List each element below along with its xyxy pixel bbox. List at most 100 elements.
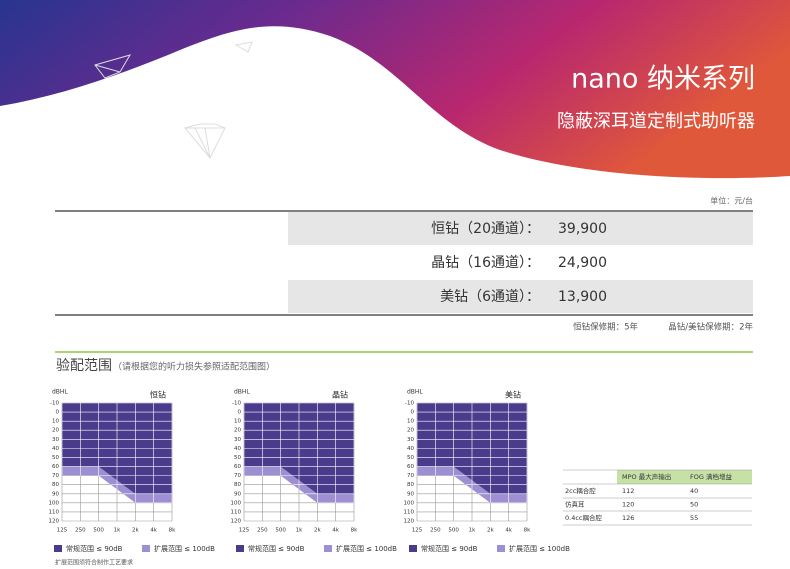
y-tick-label: 60 [52, 464, 59, 470]
diamond-icons [94, 41, 253, 159]
x-tick-label: 250 [430, 528, 441, 534]
price-value: 24,900 [558, 255, 607, 271]
table-cell: 126 [622, 514, 634, 522]
y-tick-label: 10 [234, 419, 241, 425]
y-tick-label: 70 [234, 473, 241, 479]
warranty: 恒钻保修期：5年 [573, 322, 638, 333]
title: nano 纳米系列 [571, 64, 755, 95]
y-tick-label: 10 [407, 419, 414, 425]
y-tick-label: 50 [52, 455, 59, 461]
y-tick-label: 120 [231, 519, 242, 525]
y-tick-label: 0 [56, 410, 60, 416]
y-tick-label: 90 [234, 491, 241, 497]
legend-swatch [409, 545, 417, 552]
x-tick-label: 8k [351, 528, 358, 534]
x-tick-label: 8k [169, 528, 176, 534]
y-tick-label: 120 [49, 519, 60, 525]
price-value: 39,900 [558, 221, 607, 237]
y-tick-label: 110 [404, 509, 415, 515]
x-tick-label: 250 [257, 528, 268, 534]
y-tick-label: 100 [231, 500, 242, 506]
y-tick-label: 120 [404, 519, 415, 525]
x-tick-label: 125 [57, 528, 68, 534]
y-tick-label: 110 [231, 509, 242, 515]
y-tick-label: 90 [52, 491, 59, 497]
x-tick-label: 125 [239, 528, 250, 534]
x-tick-label: 125 [412, 528, 423, 534]
y-tick-label: 0 [411, 410, 415, 416]
table-cell: 2cc耦合腔 [565, 486, 596, 495]
x-tick-label: 4k [150, 528, 157, 534]
y-tick-label: 100 [49, 500, 60, 506]
legend-label: 常规范围 ≤ 90dB [248, 544, 305, 553]
y-tick-label: 50 [234, 455, 241, 461]
y-tick-label: 60 [407, 464, 414, 470]
header-band [0, 0, 790, 179]
row-bg [288, 212, 753, 245]
legend-label: 扩展范围 ≤ 100dB [336, 544, 397, 553]
unit: 单位：元/台 [710, 196, 753, 206]
table-cell: 55 [690, 514, 698, 522]
warranty: 晶钻/美钻保修期：2年 [668, 322, 753, 333]
legend-swatch [54, 545, 62, 552]
x-tick-label: 2k [487, 528, 494, 534]
y-tick-label: 0 [238, 410, 242, 416]
x-tick-label: 500 [448, 528, 459, 534]
chart-title: 恒钻 [150, 390, 166, 400]
row-bg [288, 280, 753, 313]
x-tick-label: 8k [524, 528, 531, 534]
chart-title: 晶钻 [332, 390, 348, 400]
footnote: 扩展范围须符合制作工艺要求 [55, 559, 133, 567]
axis-label: dBHL [52, 389, 68, 396]
y-tick-label: 90 [407, 491, 414, 497]
y-tick-label: -10 [232, 401, 241, 407]
chart-title: 美钻 [505, 390, 521, 400]
legend-label: 扩展范围 ≤ 100dB [154, 544, 215, 553]
price-label: 晶钻（16通道）： [431, 255, 540, 271]
x-tick-label: 4k [332, 528, 339, 534]
x-tick-label: 500 [93, 528, 104, 534]
x-tick-label: 1k [469, 528, 476, 534]
x-tick-label: 4k [505, 528, 512, 534]
x-tick-label: 250 [75, 528, 86, 534]
y-tick-label: 60 [234, 464, 241, 470]
legend-swatch [324, 545, 332, 552]
price-label: 恒钻（20通道）： [431, 221, 540, 237]
y-tick-label: 100 [404, 500, 415, 506]
table-header: MPO 最大声输出 [622, 472, 671, 481]
price-label: 美钻（6通道）： [440, 289, 540, 305]
table-cell: 0.4cc耦合腔 [565, 513, 602, 522]
legend-swatch [497, 545, 505, 552]
y-tick-label: 70 [407, 473, 414, 479]
y-tick-label: 20 [407, 428, 414, 434]
y-tick-label: 80 [52, 482, 59, 488]
table-cell: 仿真耳 [565, 500, 585, 509]
price-value: 13,900 [558, 289, 607, 305]
x-tick-label: 2k [314, 528, 321, 534]
x-tick-label: 500 [275, 528, 286, 534]
subtitle: 隐蔽深耳道定制式助听器 [557, 111, 755, 132]
y-tick-label: 80 [407, 482, 414, 488]
legend-swatch [236, 545, 244, 552]
y-tick-label: 110 [49, 509, 60, 515]
y-tick-label: 80 [234, 482, 241, 488]
y-tick-label: 30 [407, 437, 414, 443]
legend-label: 常规范围 ≤ 90dB [421, 544, 478, 553]
x-tick-label: 1k [296, 528, 303, 534]
y-tick-label: 40 [407, 446, 414, 452]
table-header: FOG 满档增益 [690, 472, 732, 481]
table-cell: 50 [690, 501, 698, 509]
x-tick-label: 1k [114, 528, 121, 534]
legend-label: 常规范围 ≤ 90dB [66, 544, 123, 553]
table-cell: 112 [622, 487, 634, 495]
section-note: （请根据您的听力损失参照适配范围图） [113, 361, 275, 373]
y-tick-label: 10 [52, 419, 59, 425]
legend-label: 扩展范围 ≤ 100dB [509, 544, 570, 553]
y-tick-label: 20 [52, 428, 59, 434]
table-cell: 120 [622, 501, 634, 509]
grid-overlay [417, 403, 527, 503]
y-tick-label: 20 [234, 428, 241, 434]
y-tick-label: 70 [52, 473, 59, 479]
table-header-bg [617, 470, 752, 484]
